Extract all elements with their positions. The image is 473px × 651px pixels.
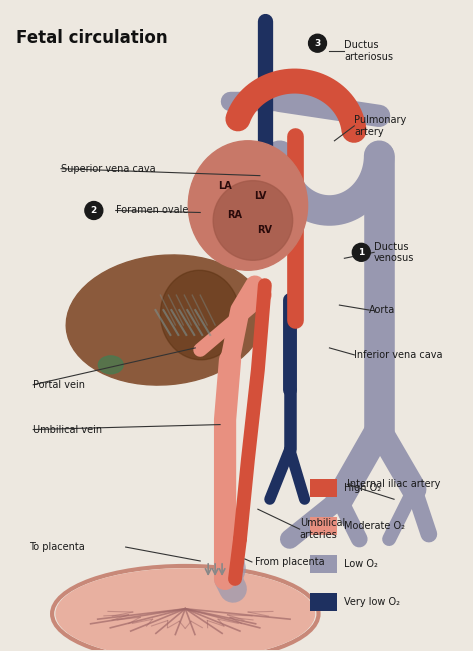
Text: RV: RV bbox=[257, 225, 272, 236]
FancyBboxPatch shape bbox=[309, 479, 337, 497]
Text: RA: RA bbox=[228, 210, 243, 221]
Circle shape bbox=[352, 243, 370, 261]
Ellipse shape bbox=[213, 180, 293, 260]
Circle shape bbox=[308, 35, 326, 52]
Ellipse shape bbox=[66, 255, 264, 385]
Text: Fetal circulation: Fetal circulation bbox=[16, 29, 168, 48]
Text: Umbilical
arteries: Umbilical arteries bbox=[299, 518, 345, 540]
Text: Portal vein: Portal vein bbox=[33, 380, 85, 390]
Text: Ductus
venosus: Ductus venosus bbox=[374, 242, 414, 263]
Circle shape bbox=[85, 202, 103, 219]
Text: Superior vena cava: Superior vena cava bbox=[61, 163, 156, 174]
Text: Very low O₂: Very low O₂ bbox=[344, 597, 400, 607]
Text: Umbilical vein: Umbilical vein bbox=[33, 424, 102, 435]
Text: 1: 1 bbox=[358, 248, 364, 256]
FancyBboxPatch shape bbox=[309, 517, 337, 535]
Text: Moderate O₂: Moderate O₂ bbox=[344, 521, 405, 531]
Text: Internal iliac artery: Internal iliac artery bbox=[347, 479, 441, 490]
Text: 3: 3 bbox=[315, 38, 321, 48]
Text: Inferior vena cava: Inferior vena cava bbox=[354, 350, 443, 360]
Ellipse shape bbox=[98, 356, 123, 374]
Ellipse shape bbox=[188, 141, 307, 270]
Text: LA: LA bbox=[218, 180, 232, 191]
FancyBboxPatch shape bbox=[309, 555, 337, 573]
Text: Low O₂: Low O₂ bbox=[344, 559, 378, 569]
Text: Foramen ovale: Foramen ovale bbox=[116, 206, 188, 215]
Text: LV: LV bbox=[254, 191, 266, 201]
Text: Pulmonary
artery: Pulmonary artery bbox=[354, 115, 407, 137]
Text: High O₂: High O₂ bbox=[344, 483, 382, 493]
Text: 2: 2 bbox=[91, 206, 97, 215]
Ellipse shape bbox=[160, 270, 240, 360]
Text: Aorta: Aorta bbox=[369, 305, 395, 315]
FancyBboxPatch shape bbox=[309, 593, 337, 611]
Ellipse shape bbox=[56, 569, 315, 651]
Text: From placenta: From placenta bbox=[255, 557, 324, 567]
Text: Ductus
arteriosus: Ductus arteriosus bbox=[344, 40, 394, 62]
Text: To placenta: To placenta bbox=[29, 542, 85, 552]
